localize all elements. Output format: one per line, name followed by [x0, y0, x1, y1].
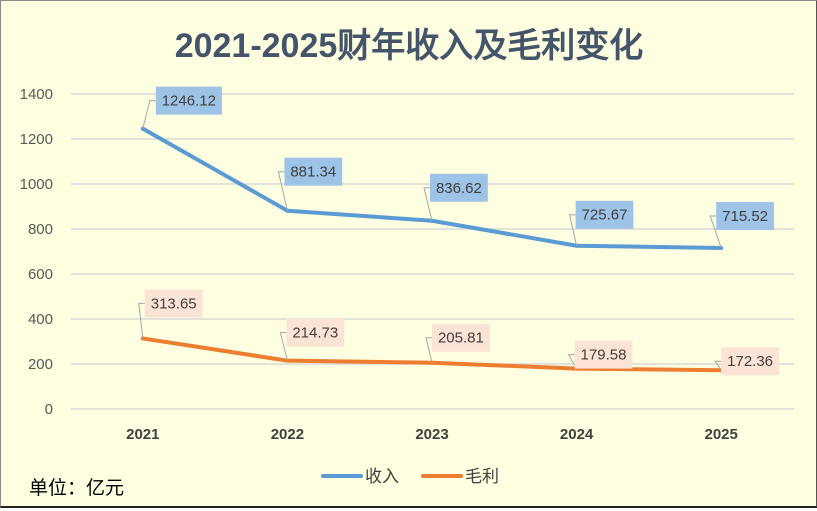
data-label-gross-profit: 179.58 [581, 347, 627, 364]
y-tick-label: 1000 [20, 176, 53, 193]
leader-line [279, 332, 288, 361]
data-label-box [286, 318, 345, 347]
leader-line [568, 214, 578, 246]
data-label-gross-profit: 313.65 [151, 295, 197, 312]
legend: 收入 毛利 [321, 467, 499, 486]
y-tick-label: 600 [28, 266, 53, 283]
data-label-revenue: 881.34 [290, 164, 336, 181]
data-label-box [574, 340, 633, 369]
x-tick-label: 2023 [415, 426, 448, 443]
x-tick-label: 2022 [271, 426, 304, 443]
leader-line [425, 337, 433, 363]
leader-line [142, 100, 156, 129]
data-label-box [144, 289, 203, 318]
data-label-gross-profit: 205.81 [438, 330, 484, 347]
leader-line [567, 354, 578, 369]
data-label-box [721, 347, 779, 376]
y-tick-label: 0 [45, 401, 53, 418]
leader-line [714, 360, 722, 371]
data-label-gross-profit: 214.73 [292, 325, 338, 342]
legend-label-revenue: 收入 [365, 467, 399, 486]
data-label-box [575, 200, 634, 229]
leader-line [138, 302, 145, 339]
data-label-box [716, 202, 774, 231]
legend-label-gross-profit: 毛利 [465, 467, 499, 486]
data-label-revenue: 1246.12 [162, 93, 216, 110]
leader-line [709, 215, 722, 249]
x-tick-label: 2024 [560, 426, 594, 443]
chart-title: 2021-2025财年收入及毛利变化 [175, 27, 644, 65]
y-tick-label: 1200 [20, 131, 53, 148]
y-tick-label: 400 [28, 311, 53, 328]
x-tick-label: 2025 [705, 426, 738, 443]
data-label-revenue: 836.62 [436, 180, 482, 197]
data-label-box [430, 173, 488, 202]
data-label-revenue: 715.52 [722, 208, 768, 225]
data-label-box [432, 323, 490, 352]
leader-line [423, 187, 433, 221]
data-label-revenue: 725.67 [582, 207, 628, 224]
leader-line [277, 171, 288, 211]
y-tick-label: 1400 [20, 86, 53, 103]
data-label-box [155, 86, 222, 115]
y-tick-label: 800 [28, 221, 53, 238]
data-label-box [284, 157, 343, 186]
unit-note: 单位：亿元 [29, 477, 124, 499]
data-label-gross-profit: 172.36 [727, 353, 773, 370]
x-tick-label: 2021 [126, 426, 159, 443]
y-tick-label: 200 [28, 356, 53, 373]
